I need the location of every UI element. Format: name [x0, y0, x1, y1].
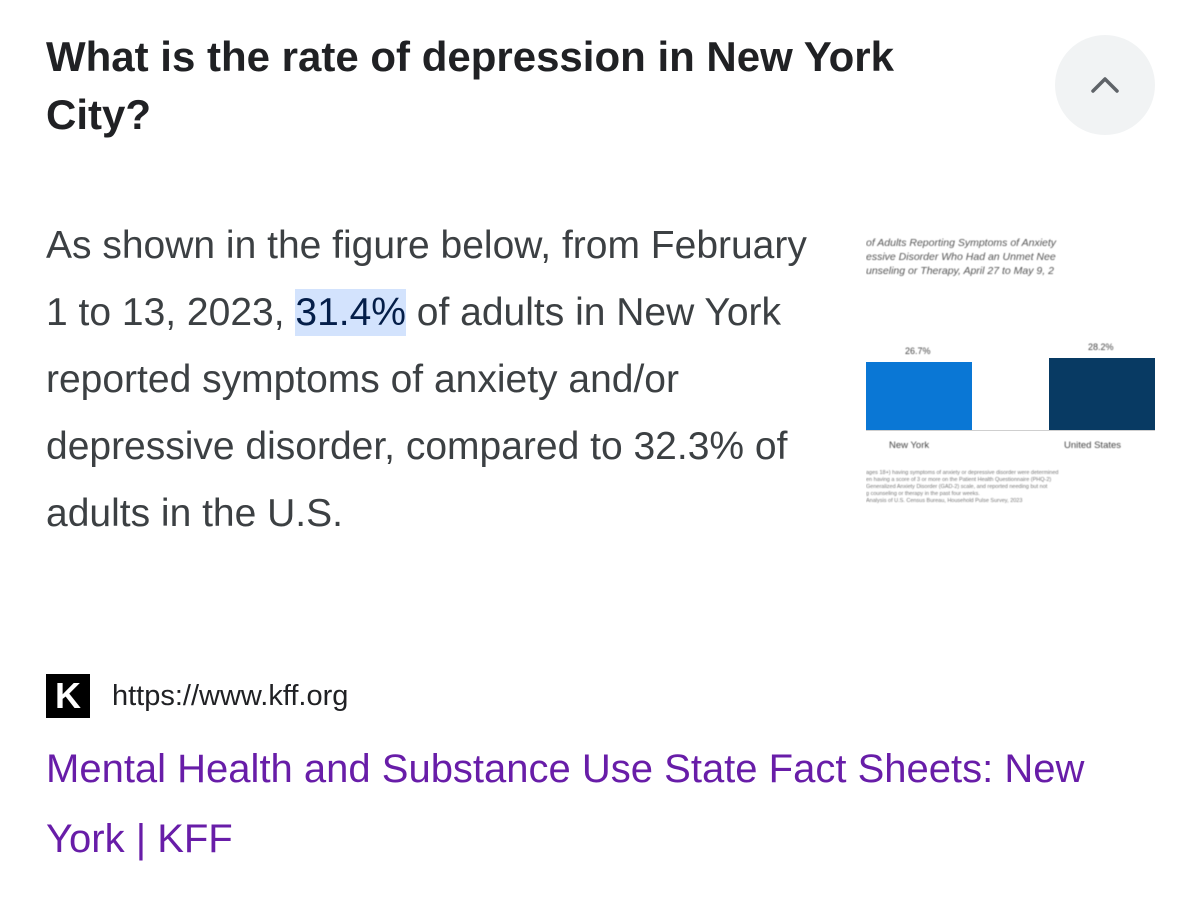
chart-baseline: [866, 430, 1155, 431]
question-heading: What is the rate of depression in New Yo…: [46, 33, 894, 138]
thumbnail-title: of Adults Reporting Symptoms of Anxiety …: [866, 237, 1057, 277]
chart-thumbnail[interactable]: of Adults Reporting Symptoms of Anxiety …: [866, 232, 1155, 532]
answer-prefix: As shown in the figure below, from Febru…: [46, 224, 807, 334]
result-title-link[interactable]: Mental Health and Substance Use State Fa…: [46, 747, 1085, 861]
answer-text: As shown in the figure below, from Febru…: [46, 212, 836, 547]
chart-category-label: United States: [1064, 440, 1122, 451]
chevron-up-icon: [1091, 77, 1119, 93]
chart-bar-new-york: [866, 361, 972, 430]
collapse-button[interactable]: [1055, 35, 1155, 135]
thumbnail-notes: ages 18+) having symptoms of anxiety or …: [866, 470, 1059, 504]
answer-highlight: 31.4%: [295, 289, 406, 336]
source-url[interactable]: https://www.kff.org: [112, 679, 349, 712]
kff-logo-icon: K: [46, 674, 90, 718]
chart-value-label: 28.2%: [1088, 342, 1114, 352]
chart-value-label: 26.7%: [905, 345, 931, 356]
chart-category-label: New York: [889, 440, 930, 451]
answer-suffix: of adults in New York reported symptoms …: [46, 291, 788, 535]
chart-bar-united-states: [1049, 358, 1155, 430]
source-row[interactable]: K https://www.kff.org: [46, 674, 348, 718]
